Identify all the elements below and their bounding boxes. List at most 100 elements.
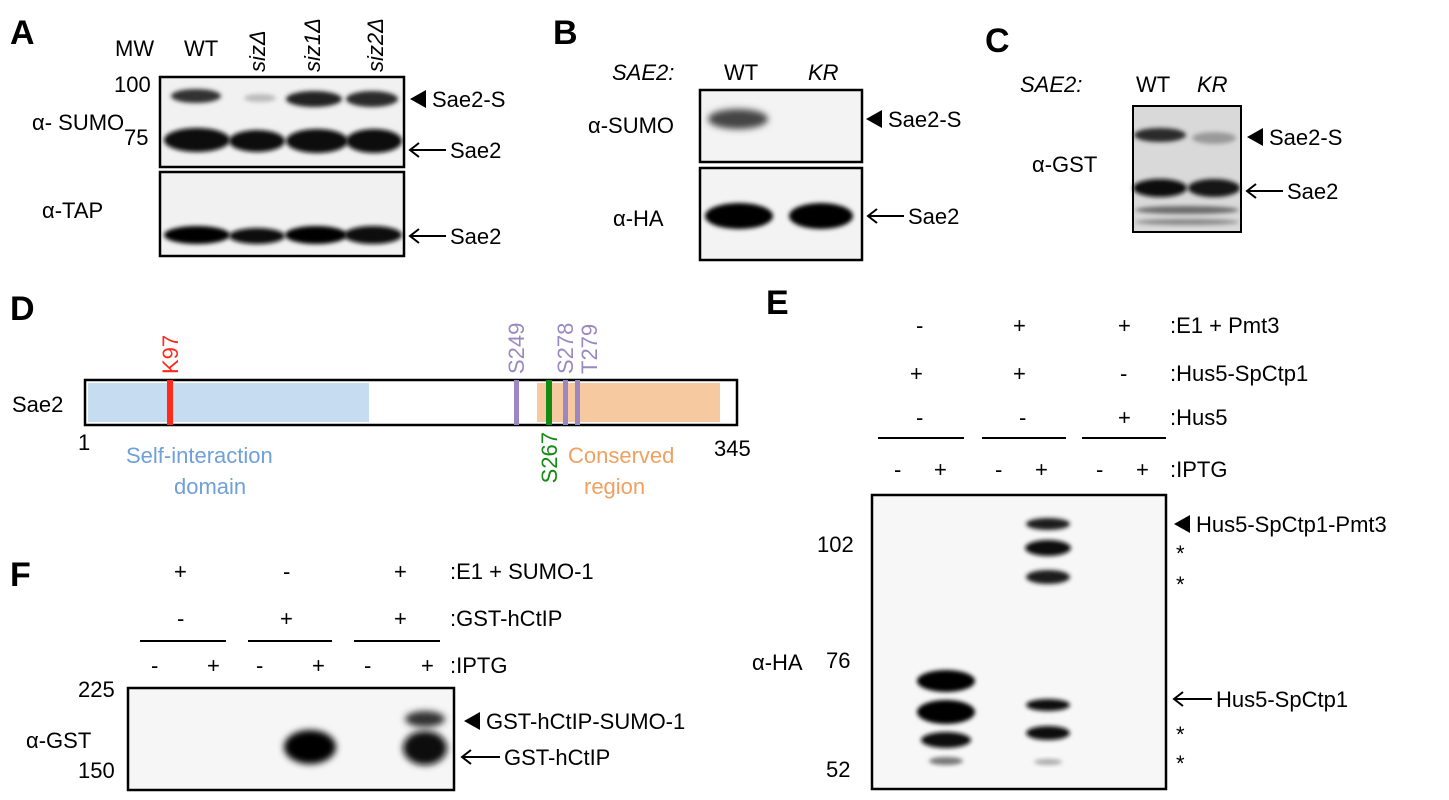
mw-marker-52: 52 <box>826 757 850 782</box>
mw-marker-100: 100 <box>114 72 151 97</box>
blot-b-bottom <box>698 166 864 262</box>
e-row1-label: :E1 + Pmt3 <box>1170 313 1279 338</box>
site-mark-s249 <box>514 380 519 425</box>
panel-c-letter: C <box>985 22 1010 60</box>
e-row1-sign-1: - <box>916 313 923 338</box>
blot-f <box>126 686 456 792</box>
e-row2-sign-2: + <box>1013 361 1026 386</box>
lane-label-siz: sizΔ <box>245 30 270 72</box>
blot-label-sumo-b: α-SUMO <box>588 113 674 138</box>
panel-c: C SAE2: WT KR α-GST Sae2-S Sae2 <box>985 22 1342 233</box>
mw-marker-75: 75 <box>124 125 148 150</box>
f-iptg-sign-1: - <box>151 653 158 678</box>
mw-marker-76: 76 <box>826 648 850 673</box>
blot-label-sumo: α- SUMO <box>32 110 124 135</box>
panel-a-letter: A <box>10 14 35 52</box>
nonspecific-star: * <box>1176 541 1185 566</box>
lane-label-kr-b: KR <box>808 60 839 85</box>
self-interaction-domain <box>88 383 369 422</box>
band-label-sae2-bottom: Sae2 <box>450 224 501 249</box>
lane-label-wt-c: WT <box>1136 72 1170 97</box>
site-label-k97: K97 <box>158 335 183 374</box>
e-row3-sign-1: - <box>916 405 923 430</box>
site-mark-k97 <box>167 380 173 425</box>
f-row1-sign-2: - <box>283 559 290 584</box>
f-iptg-sign-5: - <box>364 653 371 678</box>
arrow-left-icon <box>408 228 446 244</box>
mw-marker-150: 150 <box>78 758 115 783</box>
lane-label-kr-c: KR <box>1197 72 1228 97</box>
band-label-hus5-spctp1: Hus5-SpCtp1 <box>1216 687 1348 712</box>
panel-d-letter: D <box>10 290 35 328</box>
arrowhead-icon <box>1247 128 1263 146</box>
blot-label-ha-e: α-HA <box>752 650 803 675</box>
band-label-sae2-s-c: Sae2-S <box>1269 125 1342 150</box>
f-iptg-label: :IPTG <box>450 653 507 678</box>
f-row1-sign-1: + <box>174 559 187 584</box>
lane-label-siz1: siz1Δ <box>300 18 325 72</box>
site-label-s249: S249 <box>504 323 529 374</box>
arrow-left-icon <box>866 208 904 224</box>
arrowhead-icon <box>410 90 426 108</box>
e-row2-sign-3: - <box>1120 361 1127 386</box>
mw-marker-225: 225 <box>78 677 115 702</box>
e-iptg-sign-1: - <box>894 457 901 482</box>
arrowhead-icon <box>866 110 882 128</box>
e-row3-label: :Hus5 <box>1170 405 1227 430</box>
band-label-sae2-top: Sae2 <box>450 138 501 163</box>
lane-label-wt: WT <box>184 36 218 61</box>
blot-e <box>870 493 1168 791</box>
blot-b-top <box>698 88 864 164</box>
genotype-label-b: SAE2: <box>612 60 674 85</box>
f-row1-sign-3: + <box>394 559 407 584</box>
band-label-sae2-b: Sae2 <box>908 204 959 229</box>
f-row2-sign-3: + <box>394 606 407 631</box>
position-start: 1 <box>78 430 90 455</box>
band-label-sae2-s: Sae2-S <box>432 87 505 112</box>
nonspecific-star: * <box>1176 722 1185 747</box>
position-end: 345 <box>714 436 751 461</box>
domain-label-self-2: domain <box>174 474 246 499</box>
arrowhead-icon <box>464 712 480 730</box>
e-iptg-sign-5: - <box>1096 457 1103 482</box>
genotype-label-c: SAE2: <box>1020 72 1082 97</box>
f-iptg-sign-2: + <box>207 653 220 678</box>
e-iptg-sign-2: + <box>934 457 947 482</box>
site-mark-t279 <box>575 380 580 425</box>
domain-diagram <box>83 378 739 427</box>
lane-label-wt-b: WT <box>724 60 758 85</box>
domain-label-conserved-2: region <box>584 474 645 499</box>
nonspecific-star: * <box>1176 572 1185 597</box>
panel-b: B SAE2: WT KR α-SUMO α-HA Sae2-S Sae2 <box>553 14 961 262</box>
f-row2-label: :GST-hCtIP <box>450 606 562 631</box>
band-label-sae2-s-b: Sae2-S <box>888 107 961 132</box>
blot-c <box>1132 105 1242 233</box>
panel-e-letter: E <box>766 284 789 322</box>
nonspecific-star: * <box>1176 751 1185 776</box>
e-row2-sign-1: + <box>910 361 923 386</box>
arrow-left-icon <box>1245 183 1283 199</box>
blot-label-ha-b: α-HA <box>613 206 664 231</box>
e-row1-sign-2: + <box>1013 313 1026 338</box>
site-label-s267: S267 <box>537 432 562 483</box>
e-row1-sign-3: + <box>1118 313 1131 338</box>
e-row2-label: :Hus5-SpCtp1 <box>1170 361 1308 386</box>
f-iptg-sign-4: + <box>312 653 325 678</box>
site-label-t279: T279 <box>577 324 602 374</box>
site-mark-s267 <box>546 380 552 425</box>
panel-f-letter: F <box>10 556 31 594</box>
blot-label-gst-c: α-GST <box>1032 152 1097 177</box>
mw-header: MW <box>115 36 154 61</box>
blot-a-top <box>158 75 406 169</box>
arrowhead-icon <box>1174 515 1190 533</box>
f-row2-sign-2: + <box>280 606 293 631</box>
lane-label-siz2: siz2Δ <box>363 18 388 72</box>
band-label-sae2-c: Sae2 <box>1287 179 1338 204</box>
site-label-s278: S278 <box>553 323 578 374</box>
e-iptg-sign-4: + <box>1035 457 1048 482</box>
f-iptg-sign-6: + <box>421 653 434 678</box>
band-label-gst-hctip-sumo: GST-hCtIP-SUMO-1 <box>486 709 685 734</box>
panel-e: E - + + :E1 + Pmt3 + + - :Hus5-SpCtp1 - … <box>752 284 1387 791</box>
domain-label-self-1: Self-interaction <box>126 443 273 468</box>
